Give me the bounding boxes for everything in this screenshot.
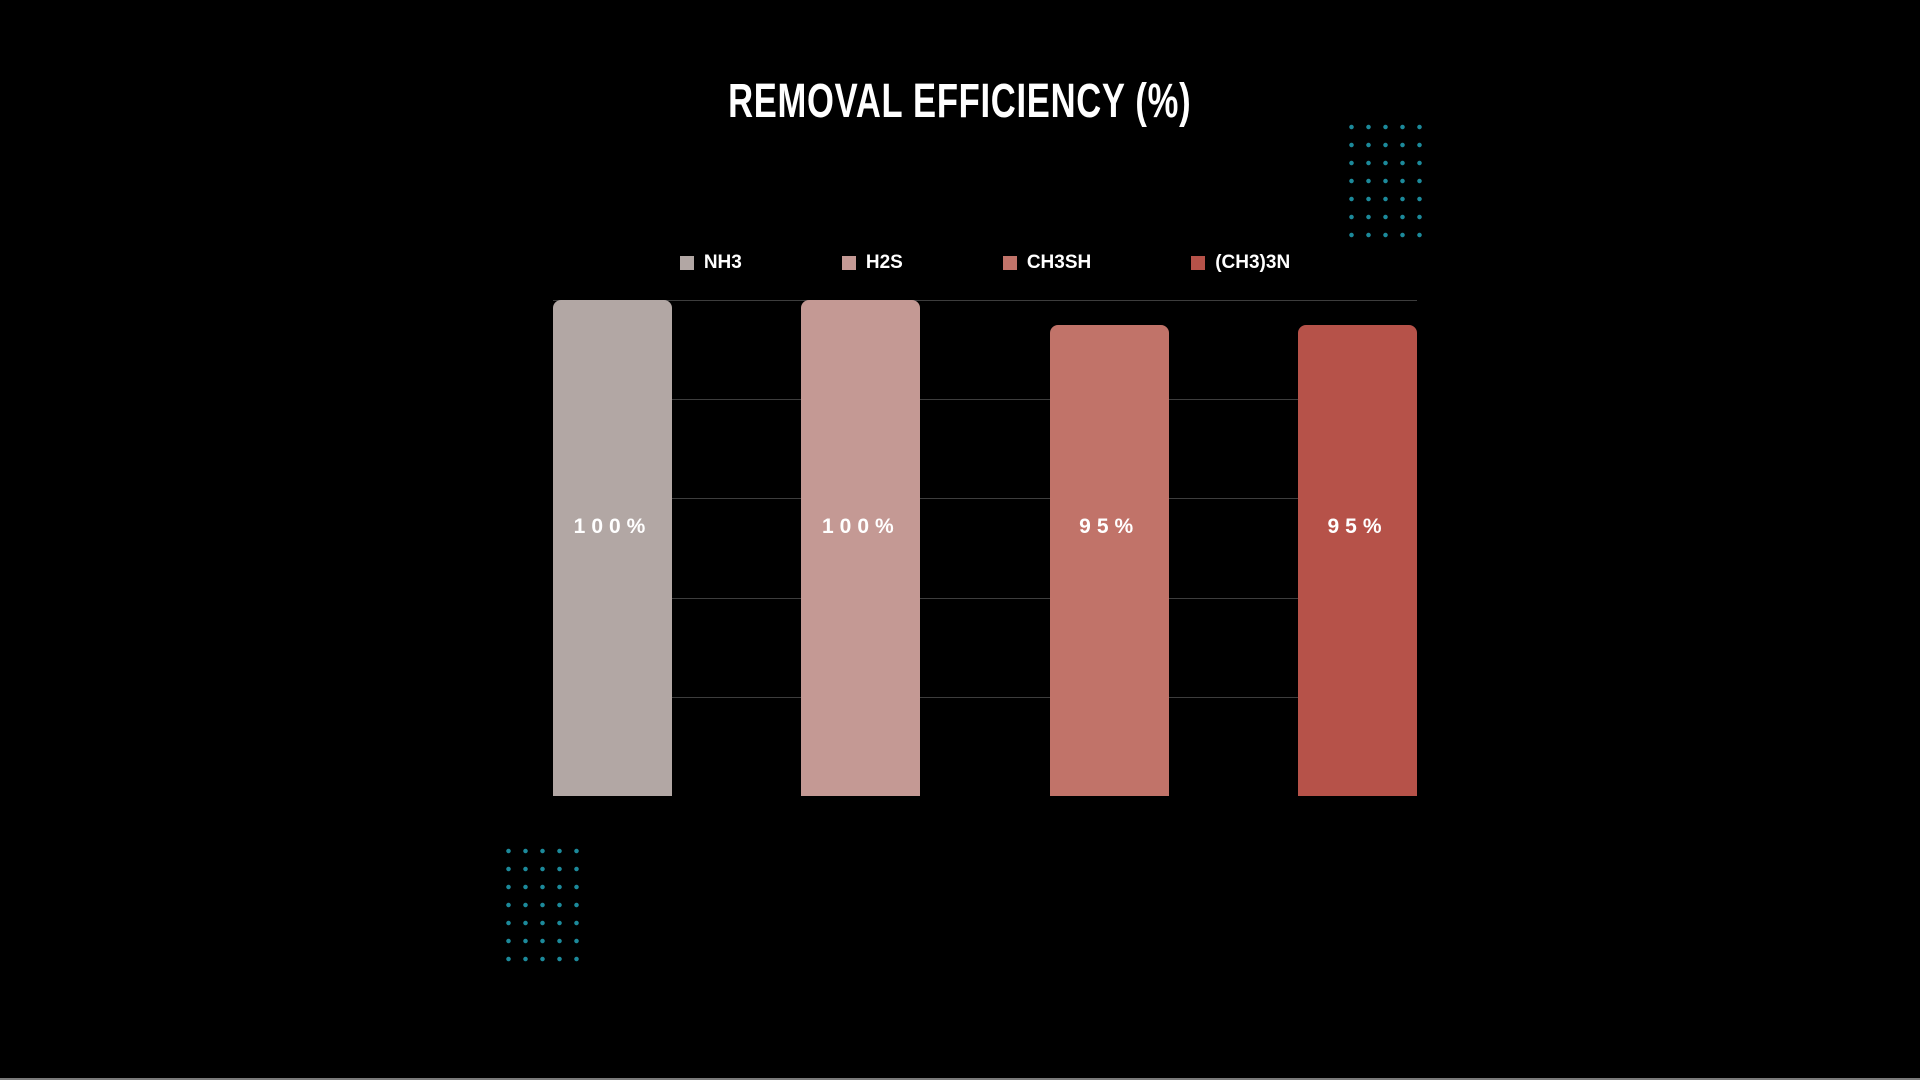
legend-item-h2s: H2S	[841, 252, 903, 274]
dot-grid-decoration-bottom-left	[500, 842, 585, 968]
gridline	[553, 300, 1417, 301]
chart-legend: NH3 H2S CH3SH (CH3)3N	[553, 252, 1417, 274]
legend-label: CH3SH	[1026, 252, 1092, 273]
bar-value-label-ch3-3n: 95%	[1327, 515, 1388, 538]
legend-item-ch3sh: CH3SH	[1002, 252, 1092, 274]
legend-swatch-icon	[1002, 256, 1017, 270]
bar-value-label-h2s: 100%	[821, 515, 900, 538]
legend-swatch-icon	[1191, 256, 1206, 270]
title-wrap: REMOVAL EFFICIENCY (%)	[0, 78, 1920, 126]
gridline	[553, 696, 1417, 698]
legend-label: H2S	[865, 252, 903, 273]
bar-ch3sh	[1049, 324, 1169, 796]
gridline	[553, 498, 1417, 500]
legend-item-nh3: NH3	[679, 252, 742, 274]
legend-swatch-icon	[841, 256, 856, 270]
legend-label: NH3	[703, 252, 742, 273]
bar-nh3	[553, 300, 672, 796]
plot-area: 100% 100% 95% 95%	[553, 300, 1417, 796]
chart-title: REMOVAL EFFICIENCY (%)	[728, 75, 1192, 128]
legend-item-ch3-3n: (CH3)3N	[1191, 252, 1290, 274]
legend-swatch-icon	[679, 256, 694, 270]
bottom-divider	[0, 1078, 1920, 1080]
dot-grid-decoration-top-right	[1343, 118, 1428, 244]
legend-label: (CH3)3N	[1215, 252, 1291, 273]
gridline	[553, 399, 1417, 401]
bar-value-label-ch3sh: 95%	[1079, 515, 1140, 538]
bars-layer	[553, 300, 1417, 796]
gridline	[553, 597, 1417, 599]
bar-h2s	[801, 300, 921, 796]
bar-value-label-nh3: 100%	[573, 515, 652, 538]
bar-ch3-3n	[1297, 324, 1417, 796]
